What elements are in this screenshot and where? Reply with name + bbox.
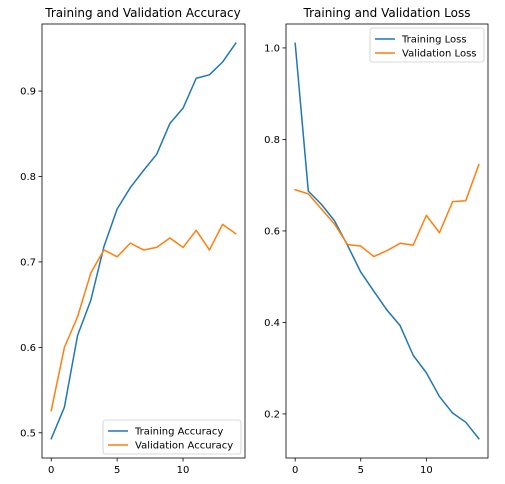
accuracy-chart-title: Training and Validation Accuracy <box>44 6 240 20</box>
loss-chart-y-tick-label: 0.6 <box>264 226 280 237</box>
loss-chart-y-tick-label: 0.2 <box>264 409 280 420</box>
accuracy-chart-frame <box>41 23 246 459</box>
loss-chart-legend-label-training-loss: Training Loss <box>401 35 467 46</box>
accuracy-chart-y-tick-label: 0.7 <box>20 257 36 268</box>
loss-chart-series-training-loss <box>294 42 480 440</box>
loss-chart-ticks: 0 5 10 0.2 0.4 0.6 0.8 1.0 <box>264 43 433 476</box>
accuracy-chart-ticks: 0 5 10 0.5 0.6 0.7 0.8 0.9 <box>20 87 189 476</box>
loss-chart-legend-label-validation-loss: Validation Loss <box>402 49 477 60</box>
accuracy-chart-series-training-accuracy <box>50 42 237 440</box>
loss-chart-series-validation-loss <box>294 163 480 258</box>
accuracy-chart-y-tick-label: 0.8 <box>20 172 36 183</box>
accuracy-chart-plot-area <box>50 42 237 440</box>
accuracy-chart-y-tick-label: 0.9 <box>20 87 36 98</box>
accuracy-chart-legend-box <box>102 419 242 455</box>
loss-chart-x-tick-label: 5 <box>358 465 364 476</box>
loss-chart-plot-area <box>294 42 480 440</box>
loss-chart-title: Training and Validation Loss <box>303 6 471 20</box>
loss-chart-x-tick-label: 0 <box>292 465 298 476</box>
loss-chart-frame <box>285 23 489 459</box>
accuracy-chart-x-tick-label: 0 <box>48 465 54 476</box>
accuracy-chart-legend-label-training-accuracy: Training Accuracy <box>134 427 223 438</box>
loss-chart-y-tick-label: 0.8 <box>264 135 280 146</box>
accuracy-chart-legend: Training Accuracy Validation Accuracy <box>102 419 242 455</box>
loss-chart-x-tick-label: 10 <box>420 465 433 476</box>
accuracy-chart-x-tick-label: 10 <box>177 465 190 476</box>
accuracy-chart-y-tick-label: 0.6 <box>20 343 36 354</box>
accuracy-chart: Training and Validation Accuracy 0 5 10 0.5… <box>20 6 246 476</box>
accuracy-chart-legend-label-validation-accuracy: Validation Accuracy <box>135 441 233 452</box>
loss-chart: Training and Validation Loss 0 5 100.20.40… <box>264 6 489 476</box>
loss-chart-legend-box <box>369 27 485 63</box>
accuracy-chart-series-validation-accuracy <box>50 223 237 412</box>
loss-chart-y-tick-label: 1.0 <box>264 43 280 54</box>
loss-chart-legend: Training Loss Validation Loss <box>369 27 485 63</box>
accuracy-chart-x-tick-label: 5 <box>114 465 120 476</box>
accuracy-chart-y-tick-label: 0.5 <box>20 428 36 439</box>
loss-chart-y-tick-label: 0.4 <box>264 318 280 329</box>
